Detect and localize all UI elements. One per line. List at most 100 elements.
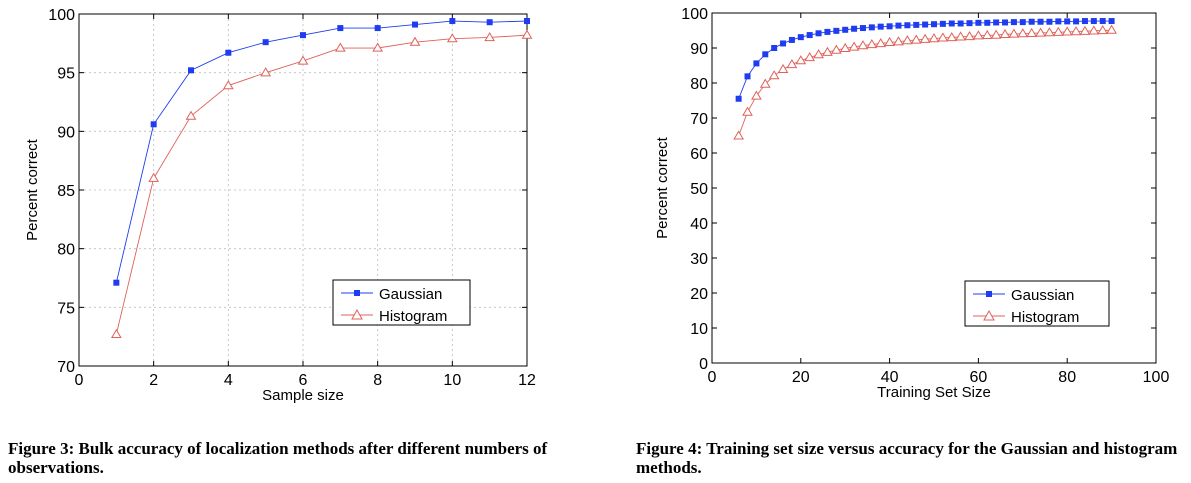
gaussian-point: [524, 18, 530, 25]
y-tick-label: 85: [57, 183, 75, 200]
histogram-point: [848, 41, 860, 51]
x-tick-label: 80: [1058, 369, 1076, 386]
histogram-point: [1052, 26, 1064, 36]
y-tick-label: 10: [690, 321, 708, 338]
histogram-point: [990, 29, 1002, 39]
gaussian-point: [1028, 18, 1035, 25]
y-tick-label: 30: [690, 251, 708, 268]
gaussian-point: [1010, 19, 1017, 26]
gaussian-point: [984, 19, 991, 26]
gaussian-point: [851, 25, 858, 32]
histogram-point: [813, 49, 824, 59]
histogram-point: [409, 36, 421, 46]
x-tick-label: 12: [518, 372, 536, 389]
gaussian-point: [262, 39, 269, 46]
gaussian-point: [1046, 18, 1053, 25]
y-tick-label: 40: [690, 216, 708, 233]
histogram-point: [1044, 27, 1055, 37]
histogram-point: [786, 58, 798, 69]
y-tick-label: 0: [699, 356, 708, 373]
x-axis-label: Training Set Size: [877, 384, 991, 401]
gaussian-point: [1019, 19, 1026, 26]
gaussian-point: [788, 36, 795, 43]
y-tick-label: 80: [57, 242, 75, 259]
gaussian-point: [806, 32, 813, 39]
histogram-point: [1070, 26, 1082, 36]
x-tick-label: 0: [75, 372, 84, 389]
gaussian-point: [833, 27, 840, 34]
histogram-legend-marker: [983, 309, 995, 321]
gaussian-point: [1073, 18, 1080, 25]
histogram-point: [893, 36, 904, 46]
histogram-point: [742, 106, 753, 116]
histogram-point: [768, 70, 780, 80]
histogram-point: [1026, 27, 1038, 37]
gaussian-point: [780, 40, 787, 47]
histogram-series-line: [738, 29, 1112, 137]
histogram-legend-label: Histogram: [1011, 309, 1079, 326]
histogram-point: [521, 29, 533, 39]
y-tick-label: 95: [57, 66, 75, 83]
gaussian-point: [744, 73, 751, 80]
histogram-point: [1106, 24, 1117, 34]
gaussian-point: [993, 19, 1000, 26]
y-tick-label: 90: [690, 41, 708, 58]
histogram-point: [1017, 28, 1029, 38]
y-tick-label: 100: [48, 7, 75, 24]
histogram-point: [839, 42, 851, 52]
histogram-point: [185, 110, 197, 120]
x-tick-label: 10: [443, 372, 461, 389]
gaussian-point: [486, 19, 493, 26]
gaussian-point: [913, 21, 920, 28]
gaussian-point: [1108, 18, 1115, 25]
histogram-point: [733, 130, 745, 140]
histogram-point: [822, 46, 833, 56]
gaussian-legend-marker: [354, 290, 360, 296]
histogram-point: [999, 28, 1011, 38]
gaussian-legend-label: Gaussian: [1011, 287, 1074, 304]
x-tick-label: 8: [373, 372, 382, 389]
gaussian-point: [374, 25, 381, 32]
gaussian-legend-label: Gaussian: [379, 286, 442, 303]
histogram-series-line: [115, 34, 528, 335]
x-tick-label: 40: [881, 369, 899, 386]
gaussian-point: [904, 22, 911, 29]
histogram-point: [884, 36, 895, 47]
histogram-point: [1097, 25, 1109, 35]
histogram-point: [937, 32, 949, 42]
gaussian-point: [957, 20, 964, 27]
y-tick-label: 60: [690, 146, 708, 163]
histogram-point: [919, 33, 931, 43]
y-tick-label: 70: [57, 359, 75, 376]
gaussian-point: [412, 21, 418, 28]
histogram-point: [372, 42, 384, 52]
gaussian-point: [975, 19, 982, 26]
histogram-point: [795, 55, 807, 65]
x-tick-label: 100: [1143, 369, 1170, 386]
y-axis-label: Percent correct: [24, 138, 41, 241]
y-axis-label: Percent correct: [654, 136, 671, 239]
x-axis-label: Sample size: [262, 387, 344, 404]
gaussian-point: [1002, 19, 1009, 26]
y-tick-label: 100: [681, 6, 708, 23]
gaussian-series-line: [115, 20, 528, 283]
gaussian-point: [966, 20, 973, 27]
gaussian-point: [753, 60, 760, 67]
y-tick-label: 80: [690, 76, 708, 93]
x-tick-label: 60: [970, 369, 988, 386]
histogram-point: [110, 328, 122, 338]
histogram-point: [484, 31, 496, 42]
gaussian-point: [762, 51, 769, 58]
histogram-point: [1061, 26, 1073, 36]
gaussian-point: [188, 67, 194, 74]
chart-training-set-size: 0 20 40 60 80 100 0 10 20 30 40 50 60 70 80 90 100 Traini…: [654, 6, 1170, 401]
histogram-point: [1035, 27, 1046, 37]
histogram-point: [777, 63, 789, 73]
gaussian-point: [868, 24, 875, 31]
figure-4-caption: Figure 4: Training set size versus accur…: [636, 439, 1178, 477]
x-tick-label: 20: [792, 369, 810, 386]
x-tick-label: 0: [708, 369, 717, 386]
histogram-legend-marker: [351, 308, 363, 320]
gaussian-point: [877, 23, 884, 30]
y-tick-label: 50: [690, 181, 708, 198]
